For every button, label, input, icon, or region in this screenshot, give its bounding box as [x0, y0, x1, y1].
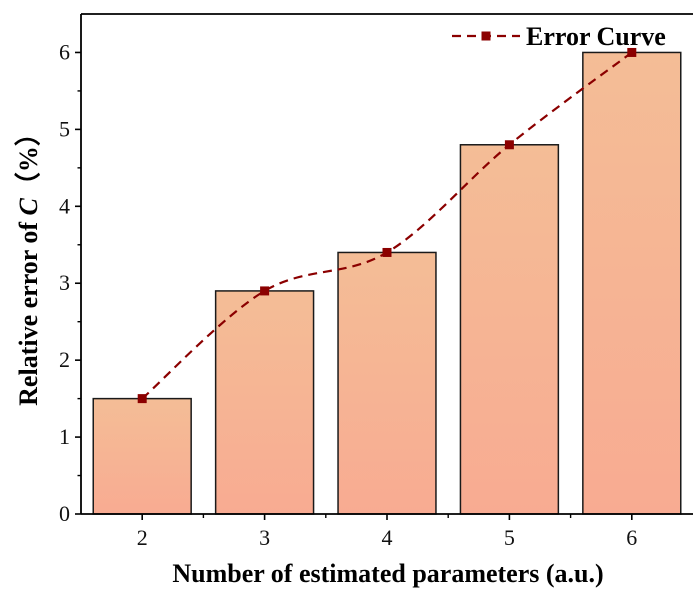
x-tick-label: 4 — [382, 525, 393, 550]
y-axis-title-prefix: Relative error of — [14, 216, 43, 406]
x-tick-label: 6 — [626, 525, 637, 550]
error-curve-point-5 — [504, 140, 514, 150]
error-curve-point-6 — [627, 47, 637, 57]
bar-2 — [92, 397, 192, 515]
y-tick-label: 5 — [59, 116, 70, 141]
bar-group — [92, 51, 682, 515]
legend-marker-swatch — [481, 31, 491, 41]
x-axis-title: Number of estimated parameters (a.u.) — [172, 559, 603, 588]
error-curve-point-2 — [137, 394, 147, 404]
axes-group: 0 1 2 3 4 5 6 2 3 4 5 6 — [59, 13, 693, 550]
bar-6 — [582, 51, 682, 515]
y-tick-label: 4 — [59, 193, 70, 218]
y-tick-label: 6 — [59, 39, 70, 64]
error-curve-group — [137, 47, 637, 404]
y-tick-label: 1 — [59, 424, 70, 449]
legend: Error Curve — [452, 22, 666, 51]
x-tick-label: 3 — [259, 525, 270, 550]
bar-5 — [459, 144, 560, 515]
error-curve-point-3 — [260, 286, 270, 296]
y-tick-label: 2 — [59, 347, 70, 372]
y-axis-title: Relative error of C（%） — [14, 120, 43, 406]
legend-label: Error Curve — [526, 22, 666, 51]
y-tick-label: 3 — [59, 270, 70, 295]
bar-4 — [337, 251, 437, 515]
x-tick-label: 5 — [504, 525, 515, 550]
y-axis-title-unit: （%） — [14, 120, 43, 198]
y-tick-label: 0 — [59, 501, 70, 526]
error-curve-point-4 — [382, 247, 392, 257]
y-axis-title-symbol: C — [14, 198, 43, 216]
bar-3 — [214, 290, 315, 515]
x-tick-label: 2 — [137, 525, 148, 550]
